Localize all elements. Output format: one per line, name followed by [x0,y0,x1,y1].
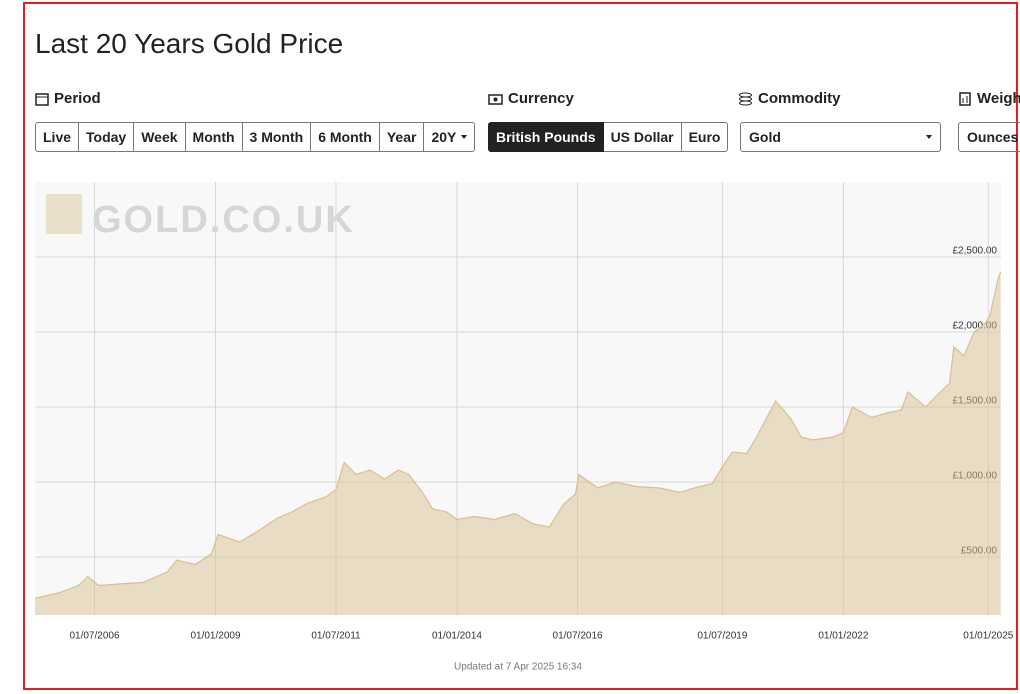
watermark: GOLD.CO.UK [92,199,355,241]
y-tick-label: £2,000.00 [953,321,998,332]
x-tick-label: 01/07/2006 [69,631,119,642]
line [34,271,1002,599]
button[interactable]: British Pounds [488,122,604,152]
x-tick-label: 01/07/2011 [311,631,361,642]
select[interactable]: Gold [740,122,941,152]
button[interactable]: Euro [681,122,729,152]
x-tick-label: 01/01/2025 [963,631,1013,642]
page-title: Last 20 Years Gold Price [35,28,344,59]
label: Currency [508,90,574,107]
icon [739,92,752,105]
label: Commodity [758,90,841,107]
icon [488,93,503,105]
x-tick-label: 01/01/2009 [190,631,240,642]
area [35,272,1001,615]
button-group: British Pounds US Dollar Euro [488,122,729,152]
x-tick-label: 01/01/2022 [818,631,868,642]
section-label: Commodity [738,90,841,107]
x-tick-label: 01/07/2016 [553,631,603,642]
section-label: Weight [958,90,1020,107]
x-tick-label: 01/07/2019 [697,631,747,642]
button[interactable]: Week [134,122,186,152]
button[interactable]: Today [79,122,135,152]
button[interactable]: 6 Month [311,122,380,152]
label: Gold [749,129,781,145]
button[interactable]: Year [379,122,425,152]
y-tick-label: £2,500.00 [953,246,998,257]
button-group: Live Today Week Month 3 Month 6 Month Ye… [35,122,476,152]
section-label: Period [35,90,101,107]
label: Period [54,90,101,107]
button[interactable]: Month [185,122,243,152]
select[interactable]: Ounces [958,122,1020,152]
icon [959,91,971,106]
x-tick-label: 01/01/2014 [432,631,482,642]
section-label: Currency [488,90,574,107]
footnote: Updated at 7 Apr 2025 16:34 [454,662,582,673]
label: Weight [977,90,1020,107]
watermark-icon [46,194,82,234]
dropdown-button[interactable]: 20Y [424,122,476,152]
icon [35,92,49,106]
label: 20Y [431,129,457,145]
button[interactable]: US Dollar [603,122,682,152]
frame [23,2,1018,690]
button[interactable]: 3 Month [242,122,312,152]
button[interactable]: Live [35,122,80,152]
label: Ounces [967,129,1019,145]
